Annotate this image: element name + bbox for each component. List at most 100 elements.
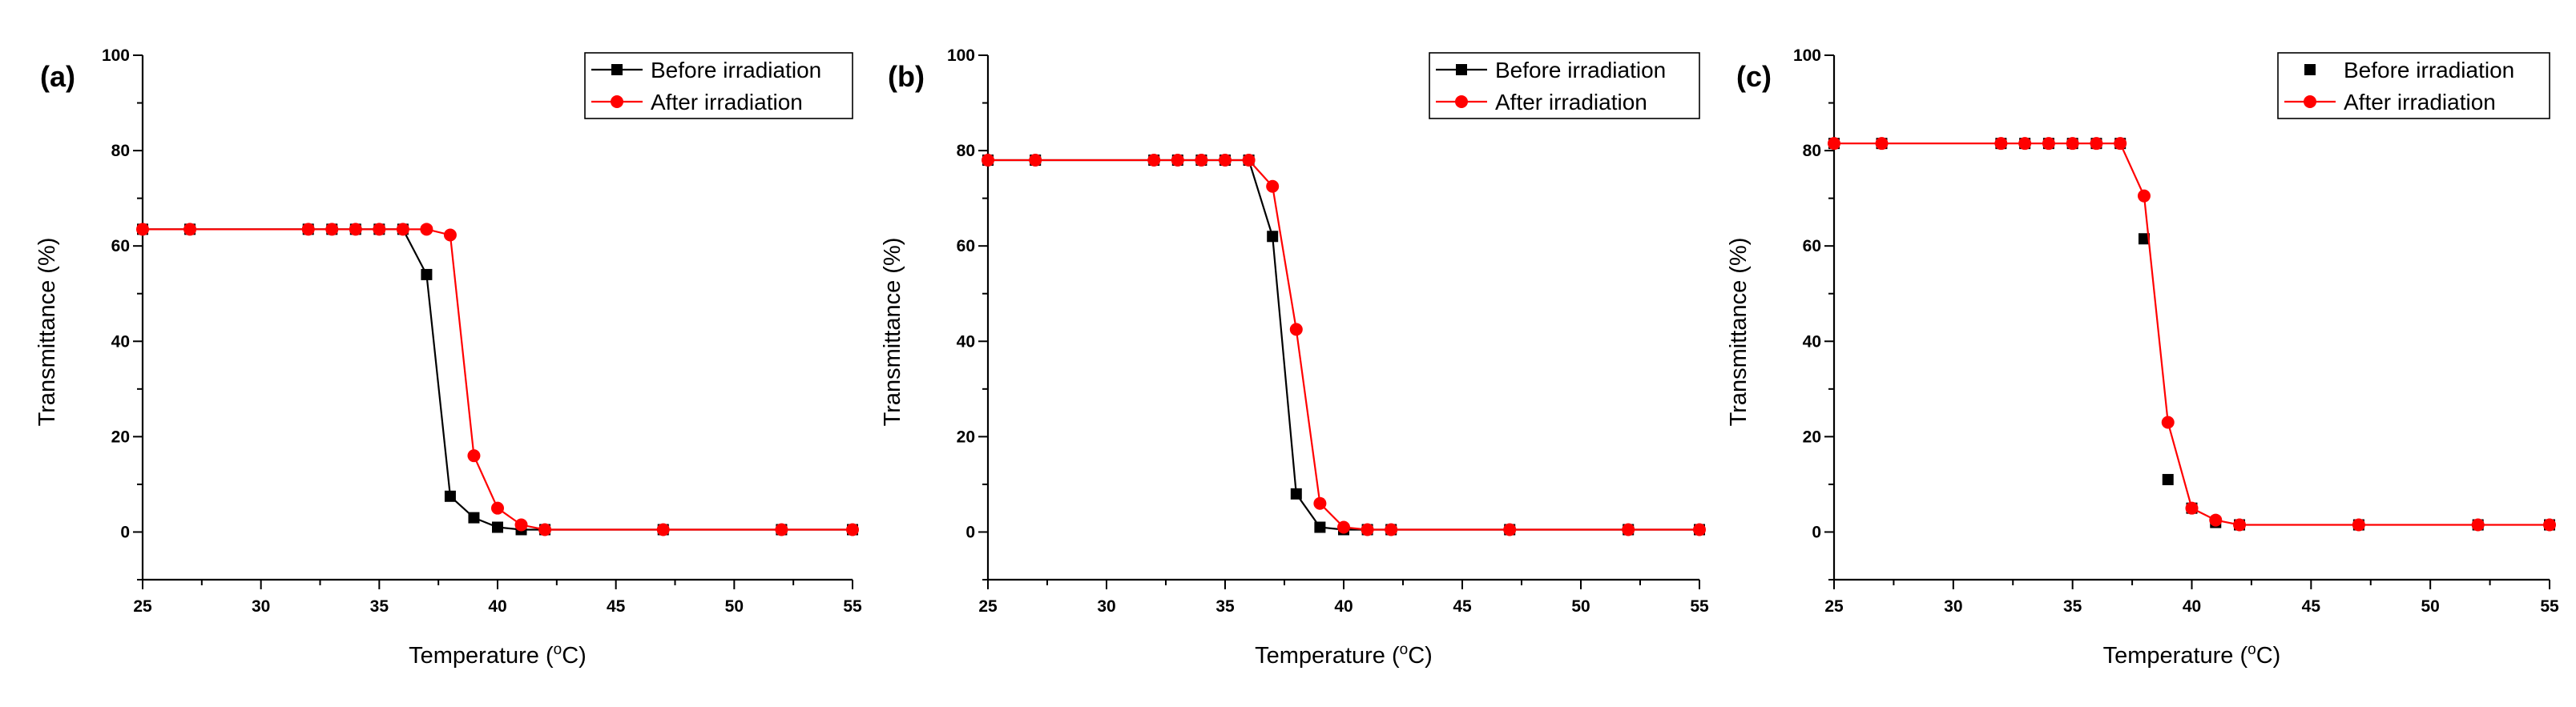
data-point bbox=[775, 523, 788, 536]
data-point bbox=[1147, 154, 1161, 167]
data-point bbox=[1314, 521, 1326, 533]
legend-label: After irradiation bbox=[2344, 90, 2496, 114]
x-axis-label: Temperature (oC) bbox=[1255, 641, 1433, 669]
data-point bbox=[1171, 154, 1184, 167]
y-tick-label: 20 bbox=[1803, 428, 1821, 446]
data-point bbox=[2137, 189, 2151, 203]
degree-superscript: o bbox=[2247, 641, 2256, 658]
x-tick-label: 35 bbox=[1215, 597, 1235, 616]
legend-marker bbox=[2304, 64, 2316, 75]
data-point bbox=[514, 518, 528, 532]
y-tick-label: 80 bbox=[111, 142, 130, 160]
data-point bbox=[846, 523, 859, 536]
series-after bbox=[1828, 137, 2556, 532]
x-axis-label: Temperature (oC) bbox=[409, 641, 587, 669]
data-point bbox=[325, 223, 339, 236]
legend: Before irradiation After irradiation bbox=[2277, 52, 2550, 119]
y-tick-label: 100 bbox=[947, 46, 975, 65]
legend-label: Before irradiation bbox=[1495, 58, 1666, 82]
data-point bbox=[421, 268, 433, 280]
series-before bbox=[137, 223, 858, 536]
data-point bbox=[1195, 154, 1208, 167]
panel-label: (c) bbox=[1736, 60, 1772, 93]
data-point bbox=[1385, 523, 1398, 536]
legend-marker bbox=[1456, 64, 1467, 75]
degree-superscript: o bbox=[1400, 641, 1409, 658]
series-after bbox=[982, 154, 1706, 536]
y-tick-label: 40 bbox=[111, 332, 130, 351]
x-tick-label: 50 bbox=[725, 597, 744, 616]
x-tick-label: 45 bbox=[607, 597, 626, 616]
data-point bbox=[2233, 518, 2247, 532]
data-point bbox=[1875, 137, 1889, 151]
data-point bbox=[2543, 518, 2556, 532]
data-point bbox=[183, 223, 197, 236]
chart-panel-1: 0 20 40 60 80 100 25 30 35 40 45 50 55 Temperature (o… bbox=[34, 46, 862, 669]
x-tick-label: 40 bbox=[2183, 597, 2201, 616]
legend-marker bbox=[2304, 95, 2316, 108]
series-line bbox=[988, 159, 1699, 531]
x-tick-label: 55 bbox=[1690, 597, 1709, 616]
chart-panel-2: 0 20 40 60 80 100 25 30 35 40 45 50 55 Temperature (o… bbox=[880, 46, 1709, 669]
x-tick-label: 35 bbox=[370, 597, 389, 616]
x-tick-label: 50 bbox=[2421, 597, 2439, 616]
data-point bbox=[2209, 513, 2223, 527]
data-point bbox=[1289, 323, 1303, 336]
data-point bbox=[1337, 520, 1350, 534]
legend-label: Before irradiation bbox=[2344, 58, 2514, 82]
degree-superscript: o bbox=[554, 641, 562, 658]
x-axis-label-unit: C) bbox=[562, 643, 587, 669]
y-tick-label: 20 bbox=[957, 428, 975, 446]
data-point bbox=[1267, 231, 1279, 243]
data-point bbox=[420, 223, 433, 236]
data-point bbox=[491, 501, 504, 515]
data-point bbox=[373, 223, 386, 236]
data-point bbox=[2471, 518, 2485, 532]
x-tick-label: 50 bbox=[1571, 597, 1590, 616]
data-point bbox=[1219, 154, 1232, 167]
data-point bbox=[1266, 179, 1280, 193]
legend-label: After irradiation bbox=[1495, 90, 1647, 114]
data-point bbox=[136, 223, 149, 236]
y-tick-label: 0 bbox=[120, 523, 130, 541]
data-point bbox=[2090, 137, 2103, 151]
data-point bbox=[1242, 154, 1256, 167]
data-point bbox=[2114, 137, 2127, 151]
y-tick-label: 60 bbox=[957, 237, 975, 255]
series-line bbox=[1834, 143, 2550, 526]
y-tick-label: 80 bbox=[957, 142, 975, 160]
data-point bbox=[1290, 488, 1302, 500]
y-axis-label: Transmittance (%) bbox=[34, 238, 60, 427]
y-tick-label: 0 bbox=[1812, 523, 1821, 541]
data-point bbox=[2352, 518, 2365, 532]
x-axis-label: Temperature (oC) bbox=[2103, 641, 2281, 669]
y-tick-label: 40 bbox=[1803, 332, 1821, 351]
x-tick-label: 40 bbox=[1334, 597, 1353, 616]
x-tick-label: 40 bbox=[488, 597, 506, 616]
data-point bbox=[2138, 233, 2150, 245]
x-axis-label-unit: C) bbox=[2256, 643, 2281, 669]
x-tick-label: 25 bbox=[978, 597, 998, 616]
legend-box bbox=[1429, 52, 1700, 119]
data-point bbox=[443, 228, 457, 242]
y-tick-label: 60 bbox=[1803, 237, 1821, 255]
data-point bbox=[1994, 137, 2008, 151]
series-line bbox=[143, 228, 853, 531]
legend: Before irradiation After irradiation bbox=[1429, 52, 1700, 119]
data-point bbox=[1361, 523, 1374, 536]
data-point bbox=[468, 512, 480, 524]
data-point bbox=[1503, 523, 1517, 536]
data-point bbox=[1622, 523, 1635, 536]
data-point bbox=[1828, 137, 1840, 151]
x-tick-label: 30 bbox=[1944, 597, 1962, 616]
x-tick-label: 25 bbox=[1824, 597, 1844, 616]
legend-box bbox=[2277, 52, 2550, 119]
series-line bbox=[988, 159, 1699, 531]
legend-label: After irradiation bbox=[651, 90, 803, 114]
x-tick-label: 30 bbox=[1097, 597, 1115, 616]
legend: Before irradiation After irradiation bbox=[584, 52, 853, 119]
panel-label: (b) bbox=[888, 60, 925, 93]
x-axis-label-main: Temperature ( bbox=[409, 643, 554, 669]
data-point bbox=[982, 154, 994, 167]
x-axis-label-main: Temperature ( bbox=[2103, 643, 2248, 669]
